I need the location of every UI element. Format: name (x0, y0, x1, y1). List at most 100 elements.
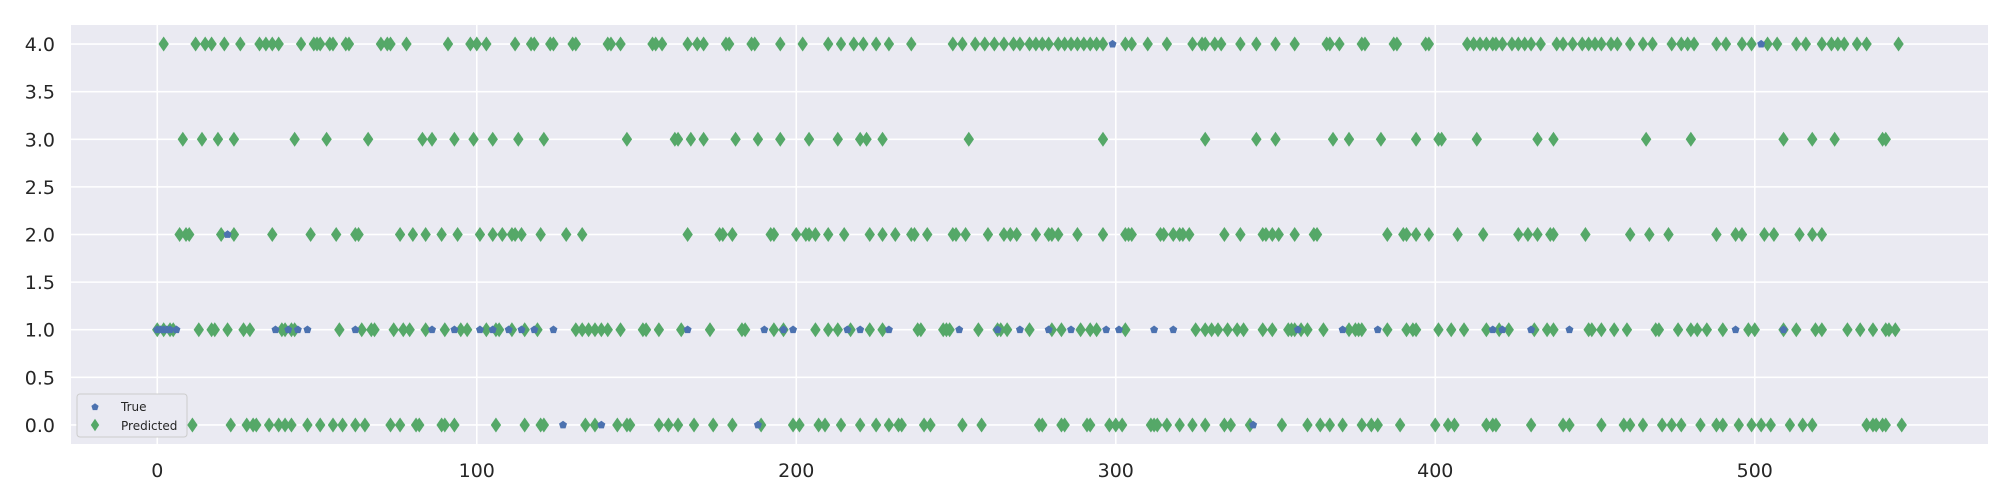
predicted-point (385, 417, 396, 433)
predicted-point (1152, 417, 1163, 433)
predicted-point (1685, 322, 1697, 338)
predicted-point (1810, 322, 1821, 338)
predicted-point (529, 36, 540, 52)
predicted-point (1375, 131, 1387, 147)
predicted-point (548, 36, 559, 52)
x-tick-label: 200 (778, 460, 814, 482)
y-tick-label: 0.5 (25, 367, 55, 389)
true-point (884, 325, 893, 334)
predicted-point (775, 131, 786, 147)
predicted-point (944, 322, 955, 338)
predicted-point (1433, 322, 1444, 338)
predicted-point (359, 417, 371, 433)
predicted-point (1097, 36, 1109, 52)
predicted-point (394, 227, 406, 242)
predicted-point (1596, 36, 1607, 52)
true-point (1067, 325, 1076, 334)
predicted-point (1893, 36, 1904, 52)
predicted-point (1289, 36, 1300, 52)
predicted-point (577, 227, 588, 242)
predicted-point (1880, 131, 1891, 147)
predicted-point (1260, 227, 1272, 242)
predicted-point (653, 322, 665, 338)
predicted-point (1637, 417, 1649, 433)
predicted-point (461, 322, 473, 338)
predicted-point (206, 36, 217, 52)
predicted-point (455, 322, 466, 338)
predicted-point (922, 227, 933, 242)
predicted-point (1535, 36, 1546, 52)
predicted-point (1749, 322, 1760, 338)
predicted-point (1791, 36, 1802, 52)
predicted-point (1273, 227, 1284, 242)
predicted-point (1209, 36, 1221, 52)
predicted-point (1366, 417, 1377, 433)
predicted-point (1784, 417, 1796, 433)
true-point (475, 325, 484, 334)
predicted-point (1168, 227, 1179, 242)
true-point (1044, 325, 1053, 334)
predicted-point (1807, 131, 1818, 147)
predicted-point (1423, 36, 1435, 52)
predicted-point (1551, 36, 1562, 52)
predicted-point (1442, 417, 1454, 433)
predicted-point (1401, 227, 1412, 242)
predicted-point (1762, 36, 1773, 52)
predicted-point (947, 36, 959, 52)
predicted-point (1423, 227, 1435, 242)
predicted-point (1471, 131, 1482, 147)
predicted-point (1161, 36, 1173, 52)
predicted-point (870, 417, 882, 433)
predicted-point (1452, 227, 1463, 242)
predicted-point (385, 36, 396, 52)
predicted-point (1302, 417, 1313, 433)
predicted-point (1880, 417, 1891, 433)
predicted-point (1410, 131, 1422, 147)
predicted-point (1302, 322, 1313, 338)
predicted-point (1688, 36, 1700, 52)
predicted-point (1053, 227, 1064, 242)
predicted-point (1343, 131, 1355, 147)
predicted-point (1522, 227, 1534, 242)
predicted-point (219, 36, 230, 52)
predicted-point (1343, 322, 1355, 338)
predicted-point (787, 417, 799, 433)
predicted-point (848, 36, 859, 52)
predicted-point (1656, 417, 1668, 433)
predicted-point (794, 417, 805, 433)
predicted-point (1663, 227, 1674, 242)
predicted-point (1548, 131, 1559, 147)
true-point (488, 325, 497, 334)
predicted-point (698, 36, 709, 52)
predicted-point (1867, 322, 1879, 338)
predicted-point (267, 227, 278, 242)
predicted-point (1653, 322, 1665, 338)
predicted-point (417, 131, 428, 147)
predicted-point (398, 322, 409, 338)
true-point (1108, 39, 1117, 48)
predicted-point (1701, 322, 1713, 338)
predicted-point (1177, 227, 1189, 242)
predicted-point (420, 322, 431, 338)
predicted-point (1024, 322, 1035, 338)
predicted-point (838, 227, 850, 242)
predicted-point (251, 417, 262, 433)
predicted-point (1816, 227, 1828, 242)
predicted-point (813, 417, 824, 433)
predicted-point (1755, 417, 1767, 433)
predicted-point (1797, 417, 1808, 433)
predicted-point (1468, 36, 1479, 52)
predicted-point (327, 36, 339, 52)
predicted-point (452, 227, 463, 242)
predicted-point (1519, 36, 1530, 52)
predicted-point (1640, 131, 1652, 147)
predicted-point (193, 322, 204, 338)
predicted-point (1541, 322, 1553, 338)
predicted-point (187, 417, 198, 433)
predicted-point (957, 36, 968, 52)
predicted-point (1394, 417, 1406, 433)
predicted-point (1187, 417, 1198, 433)
predicted-point (538, 417, 550, 433)
true-point (779, 325, 788, 334)
